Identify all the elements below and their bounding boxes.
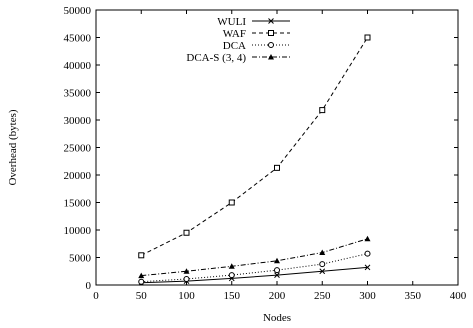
y-tick-label: 15000: [64, 198, 92, 210]
series-1: [138, 34, 371, 259]
data-point-square: [183, 229, 190, 236]
data-point-triangle: [138, 272, 145, 279]
data-point-cross: [268, 18, 274, 24]
series-line: [141, 37, 368, 256]
x-tick-label: 250: [314, 290, 331, 302]
x-tick-label: 0: [93, 290, 99, 302]
x-tick-label: 150: [224, 290, 241, 302]
x-axis-label: Nodes: [263, 312, 291, 324]
series-0: [138, 264, 371, 286]
data-point-triangle: [268, 54, 274, 60]
data-point-triangle: [274, 257, 280, 264]
y-tick-label: 45000: [64, 33, 92, 45]
data-point-circle: [268, 42, 274, 48]
data-point-triangle: [183, 268, 190, 274]
y-tick-label: 0: [86, 280, 92, 292]
data-point-circle: [274, 267, 280, 274]
data-point-circle: [228, 272, 235, 279]
legend-entry: WULI: [217, 16, 290, 28]
data-point-triangle: [319, 249, 326, 256]
x-tick-label: 350: [405, 290, 422, 302]
plot-frame: [95, 9, 459, 286]
series-line: [141, 238, 368, 277]
legend-entry: DCA-S (3, 4): [186, 52, 290, 64]
x-tick-label: 300: [359, 290, 376, 302]
data-point-square: [268, 30, 274, 36]
y-tick-label: 10000: [64, 225, 92, 237]
data-point-cross: [274, 272, 280, 278]
data-point-square: [138, 252, 145, 259]
legend-label: WULI: [217, 16, 246, 28]
y-tick-label: 35000: [64, 88, 92, 100]
y-tick-label: 50000: [64, 5, 92, 17]
data-point-square: [319, 107, 326, 114]
x-tick-label: 200: [269, 290, 286, 302]
data-point-cross: [364, 264, 371, 271]
data-point-triangle: [364, 235, 371, 242]
y-tick-label: 40000: [64, 60, 92, 72]
legend-entry: WAF: [223, 28, 290, 40]
data-point-circle: [138, 278, 145, 285]
series-3: [138, 235, 371, 279]
y-tick-label: 25000: [64, 143, 92, 155]
data-point-square: [274, 164, 280, 171]
x-tick-label: 100: [178, 290, 195, 302]
data-point-circle: [183, 275, 190, 282]
legend-label: DCA-S (3, 4): [186, 52, 246, 64]
y-tick-label: 5000: [69, 253, 92, 265]
ticks: 0 50 100 150 200 250 300 350 400 0 5000 10000 15000 2…: [64, 5, 467, 302]
series-line: [141, 266, 368, 284]
axes: [95, 9, 459, 286]
series-line: [141, 253, 368, 283]
legend-entry: DCA: [223, 40, 290, 52]
data-point-circle: [364, 250, 371, 257]
series-layer: [138, 34, 371, 286]
y-axis-label: Overhead (bytes): [7, 109, 19, 185]
data-point-circle: [319, 261, 326, 268]
x-tick-label: 50: [136, 290, 148, 302]
data-point-square: [364, 34, 371, 41]
data-point-triangle: [228, 263, 235, 269]
series-2: [138, 250, 371, 285]
y-tick-label: 30000: [64, 115, 92, 127]
legend-label: WAF: [223, 28, 246, 40]
y-tick-label: 20000: [64, 170, 92, 182]
data-point-square: [228, 199, 235, 206]
legend-label: DCA: [223, 40, 246, 52]
data-point-cross: [319, 268, 326, 275]
x-tick-label: 400: [450, 290, 467, 302]
